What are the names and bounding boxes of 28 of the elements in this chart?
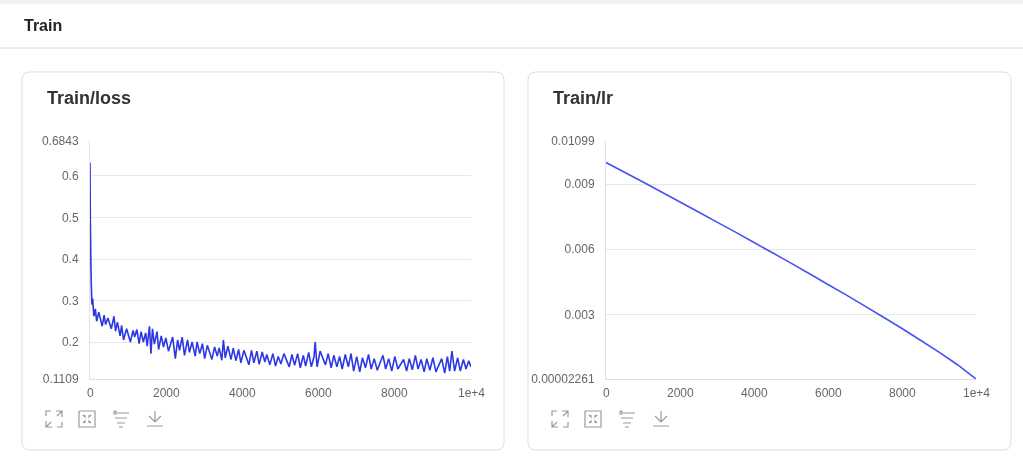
x-tick-label: 1e+4	[963, 386, 991, 400]
x-tick-label: 8000	[381, 386, 409, 400]
x-tick-label: 2000	[153, 386, 181, 400]
x-tick-label: 0	[603, 386, 610, 400]
chart-title: Train/lr	[553, 88, 614, 108]
x-tick-label: 6000	[815, 386, 843, 400]
y-tick-label: 0.006	[564, 242, 595, 257]
x-tick-label: 0	[87, 386, 94, 400]
x-tick-label: 8000	[889, 386, 917, 400]
y-tick-label: 0.1109	[42, 372, 79, 387]
text: Train	[24, 17, 63, 34]
x-tick-label: 4000	[741, 386, 769, 400]
x-tick-label: 1e+4	[458, 386, 486, 400]
y-tick-label: 0.6	[61, 169, 79, 184]
y-tick-label: 0.00002261	[531, 372, 595, 387]
y-tick-label: 0.2	[61, 335, 79, 350]
y-tick-label: 0.3	[61, 293, 79, 308]
y-tick-label: 0.009	[564, 177, 595, 192]
y-tick-label: 0.6843	[41, 134, 79, 149]
y-tick-label: 0.01099	[551, 134, 595, 149]
x-tick-label: 6000	[305, 386, 333, 400]
y-tick-label: 0.003	[564, 307, 595, 322]
y-tick-label: 0.5	[61, 210, 79, 225]
x-tick-label: 4000	[229, 386, 257, 400]
line-series	[90, 161, 471, 374]
chart-title: Train/loss	[47, 88, 132, 108]
x-tick-label: 2000	[667, 386, 695, 400]
y-tick-label: 0.4	[61, 252, 79, 267]
